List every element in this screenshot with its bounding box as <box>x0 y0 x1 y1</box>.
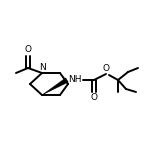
Text: N: N <box>39 63 45 72</box>
Text: O: O <box>90 93 97 102</box>
Polygon shape <box>42 78 68 95</box>
Text: O: O <box>24 45 31 55</box>
Text: O: O <box>102 64 109 73</box>
Text: NH: NH <box>68 76 81 85</box>
